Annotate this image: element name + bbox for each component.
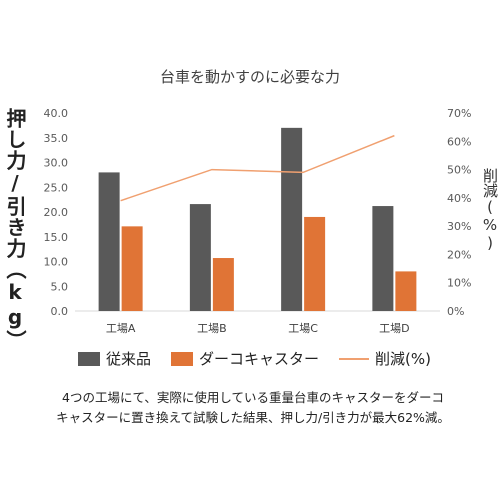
y2-tick-label: 40% xyxy=(447,192,471,205)
y-tick-label: 35.0 xyxy=(44,132,69,145)
bar-darco xyxy=(212,258,234,311)
y2-tick-label: 50% xyxy=(447,164,471,177)
y-tick-label: 15.0 xyxy=(44,231,69,244)
caption: 4つの工場にて、実際に使用している重量台車のキャスターをダーコ キャスターに置き… xyxy=(6,388,500,428)
y-tick-label: 25.0 xyxy=(44,181,69,194)
x-tick-label: 工場D xyxy=(379,322,409,335)
y-tick-label: 5.0 xyxy=(51,280,69,293)
y2-tick-label: 10% xyxy=(447,277,471,290)
y2-tick-label: 70% xyxy=(447,107,471,120)
y2-tick-label: 30% xyxy=(447,220,471,233)
legend-label-reduction: 削減(%) xyxy=(375,350,431,368)
legend-label-darco: ダーコキャスター xyxy=(199,350,320,368)
y-tick-label: 0.0 xyxy=(51,305,69,318)
y-axis-label: 押し力/引き力（kg） xyxy=(3,108,27,351)
bar-conventional xyxy=(189,204,211,311)
bar-conventional xyxy=(281,127,303,311)
y-tick-label: 40.0 xyxy=(44,107,69,120)
legend-item-conventional: 従来品 xyxy=(78,348,151,369)
legend-item-reduction: 削減(%) xyxy=(339,348,431,369)
bar-conventional xyxy=(98,172,120,311)
y2-axis-label: 削減(%) xyxy=(481,168,499,252)
y2-tick-label: 60% xyxy=(447,135,471,148)
caption-line-2: キャスターに置き換えて試験した結果、押し力/引き力が最大62%減。 xyxy=(56,410,450,425)
legend: 従来品 ダーコキャスター 削減(%) xyxy=(78,348,451,369)
y-tick-label: 30.0 xyxy=(44,157,69,170)
y2-tick-label: 0% xyxy=(447,305,464,318)
bar-darco xyxy=(304,216,326,311)
legend-item-darco: ダーコキャスター xyxy=(171,348,319,369)
caption-line-1: 4つの工場にて、実際に使用している重量台車のキャスターをダーコ xyxy=(62,390,444,405)
y-tick-label: 10.0 xyxy=(44,256,69,269)
x-tick-label: 工場C xyxy=(288,322,318,335)
legend-label-conventional: 従来品 xyxy=(106,350,152,368)
bar-darco xyxy=(121,226,143,311)
y-tick-label: 20.0 xyxy=(44,206,69,219)
x-tick-label: 工場A xyxy=(106,322,136,335)
bar-conventional xyxy=(372,206,394,311)
legend-swatch-darco xyxy=(171,351,194,366)
legend-swatch-reduction xyxy=(339,357,370,360)
y2-tick-label: 20% xyxy=(447,248,471,261)
x-tick-label: 工場B xyxy=(197,322,227,335)
legend-swatch-conventional xyxy=(78,351,100,366)
bar-darco xyxy=(395,271,417,311)
reduction-line xyxy=(120,134,395,202)
chart-title: 台車を動かすのに必要な力 xyxy=(159,68,340,86)
